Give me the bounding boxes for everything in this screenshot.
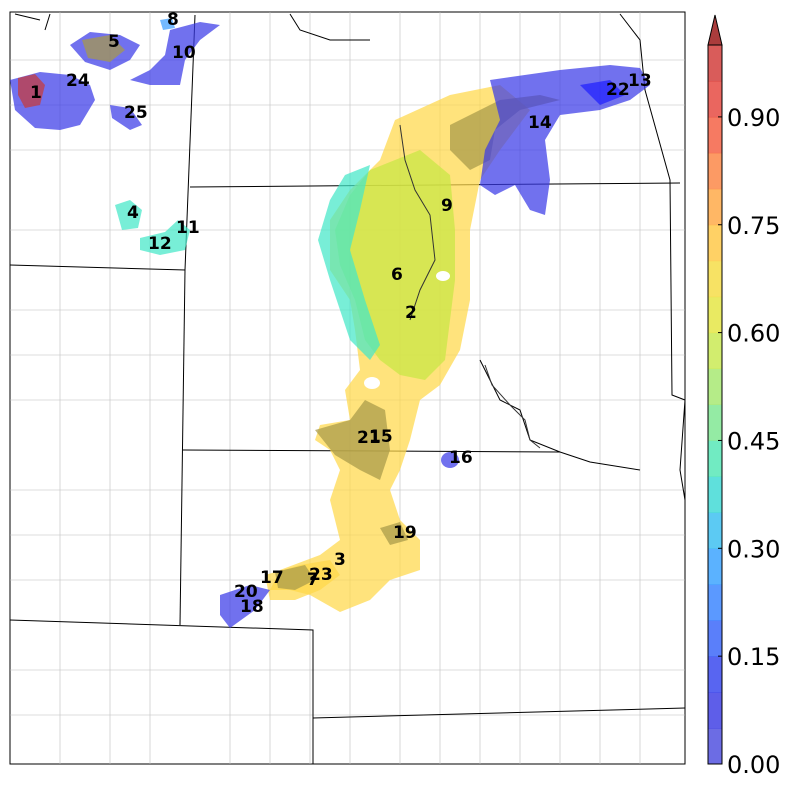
region-label: 20	[234, 582, 258, 602]
region-label: 13	[628, 71, 652, 91]
colorbar-bin	[708, 692, 722, 729]
region-label: 3	[334, 550, 346, 570]
region-8	[160, 18, 175, 30]
colorbar-bin	[708, 548, 722, 585]
region-label: 12	[148, 234, 172, 254]
colorbar-bin	[708, 440, 722, 477]
region-4	[115, 200, 142, 230]
colorbar-bin	[708, 620, 722, 657]
colorbar-bin	[708, 260, 722, 298]
region-olive-south	[315, 400, 390, 480]
region-label: 17	[260, 568, 284, 588]
colorbar-bin	[708, 728, 722, 765]
region-16	[441, 452, 459, 468]
region-label: 25	[124, 103, 148, 123]
colorbar-bin	[708, 45, 722, 82]
colorbar-bin	[708, 188, 722, 226]
region-labels: 1 2 3 4 5 6 7 8 9 10 11 12 13 14 15 16 1…	[30, 10, 652, 617]
colorbar-tick-label: 0.45	[727, 427, 780, 455]
region-10	[130, 22, 220, 85]
region-fringe-cyan	[318, 165, 380, 360]
region-label: 24	[66, 71, 90, 91]
colorbar-bin	[708, 512, 722, 549]
region-label: 14	[528, 113, 552, 133]
colorbar-bin	[708, 152, 722, 190]
colorbar-bin	[708, 368, 722, 405]
region-label: 18	[240, 597, 264, 617]
colorbar-bin	[708, 80, 722, 118]
colorbar-bin	[708, 404, 722, 441]
region-label: 15	[369, 427, 393, 447]
colorbar-bin	[708, 584, 722, 621]
region-label: 7	[307, 570, 319, 590]
colorbar-tick-label: 0.00	[727, 751, 780, 779]
region-label: 8	[167, 10, 179, 30]
colorbar-outline	[707, 44, 723, 765]
region-label: 10	[172, 43, 196, 63]
region-25	[110, 105, 142, 130]
colorbar-tick-label: 0.15	[727, 643, 780, 671]
region-19	[380, 522, 408, 545]
region-5	[82, 35, 125, 62]
colorbar: 0.00 0.15 0.30 0.45 0.60 0.75 0.90	[707, 14, 780, 779]
colorbar-tick-label: 0.60	[727, 320, 780, 348]
region-1	[18, 74, 45, 108]
region-label: 22	[606, 80, 630, 100]
colorbar-bin	[708, 224, 722, 262]
region-label: 16	[449, 448, 473, 468]
region-label: 9	[441, 196, 453, 216]
colorbar-bin	[708, 656, 722, 693]
colorbar-bin	[708, 116, 722, 154]
colorbar-bin	[708, 476, 722, 513]
region-sw-blue	[220, 585, 270, 628]
region-label: 4	[127, 203, 139, 223]
region-label: 23	[309, 565, 333, 585]
colorbar-extend-arrow	[707, 14, 723, 46]
colorbar-tick-label: 0.30	[727, 535, 780, 563]
region-11-12	[140, 220, 190, 255]
colorbar-bin	[708, 296, 722, 334]
colorbar-tick-label: 0.75	[727, 212, 780, 240]
colorbar-tick-label: 0.90	[727, 104, 780, 132]
rivers	[399, 124, 541, 449]
region-olive-north	[450, 95, 560, 170]
region-label: 11	[176, 218, 200, 238]
colorbar-bin	[708, 332, 722, 370]
region-ne-blue	[480, 65, 650, 215]
region-label: 5	[108, 32, 120, 52]
region-label: 6	[391, 265, 403, 285]
region-label: 1	[30, 83, 42, 103]
region-label: 2	[405, 303, 417, 323]
region-label: 21	[357, 428, 381, 448]
region-label: 19	[393, 523, 417, 543]
region-22	[580, 80, 625, 105]
region-sw-olive	[275, 565, 315, 590]
